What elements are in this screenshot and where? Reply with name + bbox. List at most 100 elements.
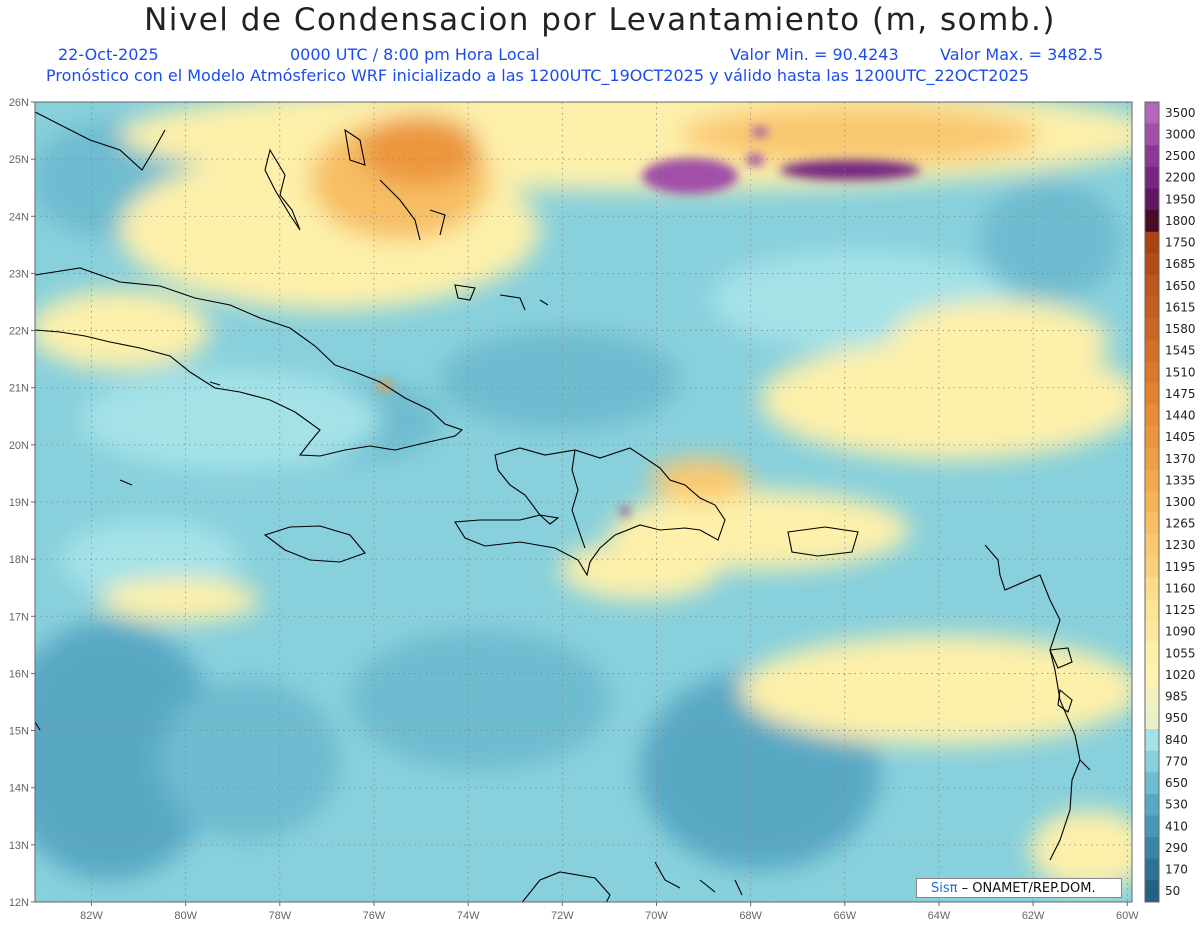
lat-label: 16N xyxy=(9,668,29,680)
colorbar-box xyxy=(1145,556,1159,578)
colorbar-boxes xyxy=(1145,102,1159,903)
colorbar-box xyxy=(1145,837,1159,859)
colorbar-box xyxy=(1145,340,1159,362)
lon-label: 70W xyxy=(645,910,668,922)
shaded-field xyxy=(0,80,1160,902)
colorbar-level-label: 1510 xyxy=(1165,365,1196,379)
lon-label: 68W xyxy=(739,910,762,922)
lat-label: 19N xyxy=(9,497,29,509)
colorbar-level-label: 3500 xyxy=(1165,106,1196,120)
lat-label: 13N xyxy=(9,840,29,852)
colorbar-level-label: 1580 xyxy=(1165,322,1196,336)
colorbar-level-label: 1055 xyxy=(1165,646,1196,660)
colorbar-level-label: 2500 xyxy=(1165,149,1196,163)
colorbar-box xyxy=(1145,253,1159,275)
lat-label: 12N xyxy=(9,897,29,909)
colorbar-level-label: 950 xyxy=(1165,711,1188,725)
colorbar-box xyxy=(1145,686,1159,708)
colorbar-level-label: 3000 xyxy=(1165,127,1196,141)
lon-label: 80W xyxy=(174,910,197,922)
colorbar-box xyxy=(1145,599,1159,621)
colorbar-level-label: 1125 xyxy=(1165,603,1196,617)
colorbar-level-label: 1685 xyxy=(1165,257,1196,271)
colorbar-box xyxy=(1145,470,1159,492)
colorbar-level-label: 1300 xyxy=(1165,495,1196,509)
colorbar-level-label: 1950 xyxy=(1165,192,1196,206)
colorbar-box xyxy=(1145,729,1159,751)
lon-label: 64W xyxy=(928,910,951,922)
colorbar-box xyxy=(1145,859,1159,881)
lat-label: 22N xyxy=(9,326,29,338)
lon-label: 78W xyxy=(269,910,292,922)
colorbar-box xyxy=(1145,188,1159,210)
colorbar-level-label: 1650 xyxy=(1165,279,1196,293)
lat-label: 14N xyxy=(9,783,29,795)
colorbar-level-label: 50 xyxy=(1165,884,1180,898)
lon-label: 62W xyxy=(1022,910,1045,922)
colorbar-level-label: 770 xyxy=(1165,754,1188,768)
colorbar-box xyxy=(1145,664,1159,686)
colorbar-box xyxy=(1145,772,1159,794)
lat-label: 25N xyxy=(9,154,29,166)
colorbar-level-label: 1800 xyxy=(1165,214,1196,228)
lat-label: 26N xyxy=(9,97,29,109)
colorbar-box xyxy=(1145,751,1159,773)
sis-logo-text: Sisπ xyxy=(931,881,957,896)
colorbar-box xyxy=(1145,643,1159,665)
colorbar-labels: 3500 3000 2500 2200 1950 1800 1750 1685 1650 1615… xyxy=(1165,106,1196,898)
credit-text: – ONAMET/REP.DOM. xyxy=(962,881,1096,896)
colorbar-box xyxy=(1145,405,1159,427)
colorbar-level-label: 1475 xyxy=(1165,387,1196,401)
colorbar-box xyxy=(1145,383,1159,405)
colorbar-level-label: 1440 xyxy=(1165,409,1196,423)
colorbar-level-label: 1265 xyxy=(1165,517,1196,531)
lon-label: 74W xyxy=(457,910,480,922)
colorbar-level-label: 1335 xyxy=(1165,473,1196,487)
colorbar-box xyxy=(1145,880,1159,902)
lon-label: 60W xyxy=(1116,910,1139,922)
colorbar-box xyxy=(1145,534,1159,556)
colorbar-level-label: 840 xyxy=(1165,733,1188,747)
lon-label: 66W xyxy=(833,910,856,922)
colorbar-level-label: 290 xyxy=(1165,841,1188,855)
colorbar-level-label: 2200 xyxy=(1165,171,1196,185)
colorbar-box xyxy=(1145,102,1159,124)
credit-box: Sisπ – ONAMET/REP.DOM. xyxy=(916,878,1122,898)
colorbar-level-label: 1750 xyxy=(1165,236,1196,250)
colorbar-level-label: 410 xyxy=(1165,819,1188,833)
colorbar: 3500 3000 2500 2200 1950 1800 1750 1685 1650 1615… xyxy=(1145,102,1196,903)
colorbar-level-label: 1230 xyxy=(1165,538,1196,552)
lat-label: 17N xyxy=(9,611,29,623)
colorbar-box xyxy=(1145,361,1159,383)
colorbar-box xyxy=(1145,318,1159,340)
colorbar-box xyxy=(1145,297,1159,319)
colorbar-level-label: 985 xyxy=(1165,690,1188,704)
colorbar-level-label: 1160 xyxy=(1165,581,1196,595)
colorbar-level-label: 650 xyxy=(1165,776,1188,790)
lon-label: 76W xyxy=(363,910,386,922)
colorbar-box xyxy=(1145,816,1159,838)
lat-label: 15N xyxy=(9,726,29,738)
colorbar-level-label: 1405 xyxy=(1165,430,1196,444)
lat-label: 18N xyxy=(9,554,29,566)
lat-label: 20N xyxy=(9,440,29,452)
lon-label: 82W xyxy=(80,910,103,922)
colorbar-box xyxy=(1145,513,1159,535)
colorbar-level-label: 1545 xyxy=(1165,344,1196,358)
colorbar-box xyxy=(1145,448,1159,470)
colorbar-box xyxy=(1145,210,1159,232)
colorbar-box xyxy=(1145,124,1159,146)
lat-label: 23N xyxy=(9,268,29,280)
colorbar-level-label: 170 xyxy=(1165,863,1188,877)
colorbar-box xyxy=(1145,275,1159,297)
lat-label: 24N xyxy=(9,211,29,223)
colorbar-box xyxy=(1145,167,1159,189)
colorbar-box xyxy=(1145,621,1159,643)
colorbar-box xyxy=(1145,145,1159,167)
colorbar-box xyxy=(1145,426,1159,448)
colorbar-level-label: 530 xyxy=(1165,798,1188,812)
colorbar-box xyxy=(1145,232,1159,254)
colorbar-level-label: 1090 xyxy=(1165,625,1196,639)
colorbar-level-label: 1615 xyxy=(1165,300,1196,314)
